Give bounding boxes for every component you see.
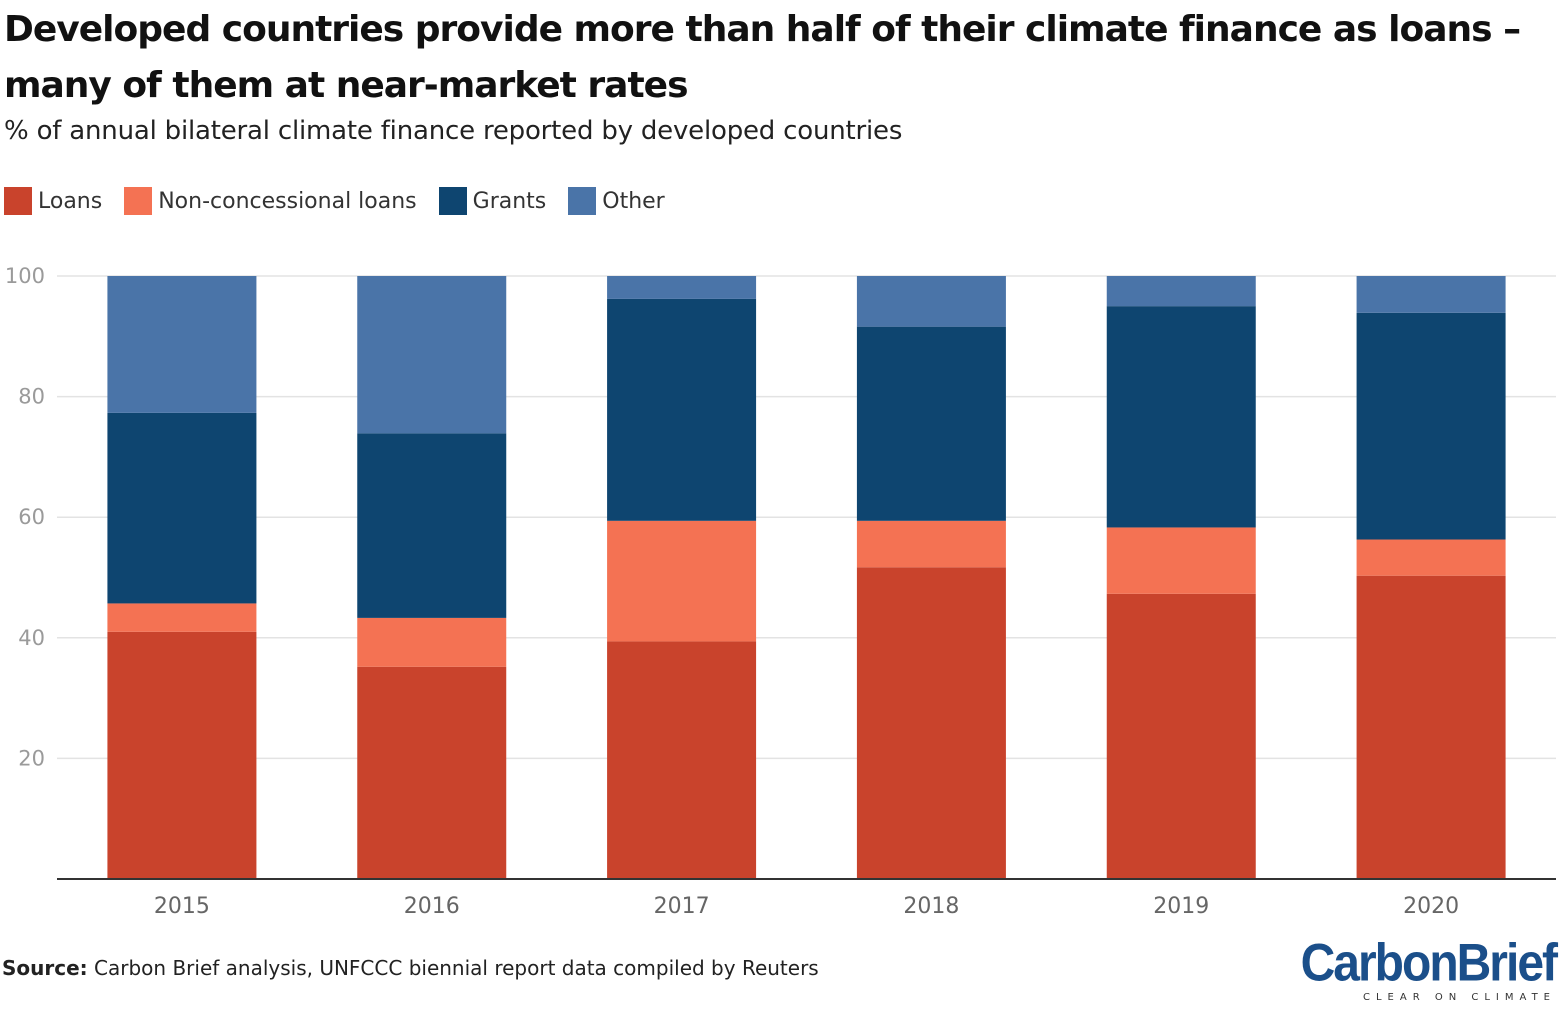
logo-wordmark: CarbonBrief (1300, 934, 1558, 993)
bar-2015-other (107, 276, 257, 413)
legend-item-non-concessional-loans: Non-concessional loans (124, 187, 417, 215)
bar-2017-grants (607, 298, 757, 521)
bar-2019-grants (1106, 306, 1256, 528)
bar-2016-other (357, 276, 507, 434)
bar-2016-loans (357, 666, 507, 879)
bar-2020-non-concessional-loans (1356, 539, 1506, 576)
legend-swatch-non-concessional-loans (124, 187, 153, 215)
logo-tagline: CLEAR ON CLIMATE (1363, 992, 1556, 1003)
stacked-bar-chart: 20 40 60 80 100 2015 2016 2017 2018 2019 2020 (5, 264, 1556, 919)
bar-2020-other (1356, 276, 1506, 313)
bar-2017-loans (607, 641, 757, 879)
bar-2018-grants (856, 326, 1006, 521)
x-tick-label-2015: 2015 (154, 894, 210, 919)
source-text: Carbon Brief analysis, UNFCCC biennial r… (87, 956, 819, 980)
bar-2017-non-concessional-loans (607, 520, 757, 642)
legend-item-loans: Loans (4, 187, 102, 215)
source-label: Source: (2, 956, 88, 980)
x-tick-label-2016: 2016 (404, 894, 460, 919)
bar-2017-other (607, 276, 757, 299)
y-tick-label-60: 60 (18, 505, 45, 529)
source-note: Source: Carbon Brief analysis, UNFCCC bi… (2, 956, 819, 980)
legend-swatch-loans (4, 187, 32, 215)
legend-item-other: Other (568, 187, 665, 215)
chart-title: Developed countries provide more than ha… (4, 9, 1521, 106)
y-tick-label-80: 80 (18, 385, 45, 409)
y-tick-label-100: 100 (5, 264, 45, 288)
bar-2020-loans (1356, 575, 1506, 879)
bar-2015-loans (107, 631, 257, 879)
bar-2018-loans (856, 567, 1006, 879)
bar-2018-other (856, 276, 1006, 327)
x-tick-label-2017: 2017 (654, 894, 710, 919)
bar-2018-non-concessional-loans (856, 520, 1006, 568)
bar-2016-grants (357, 433, 507, 618)
x-tick-label-2020: 2020 (1403, 894, 1459, 919)
y-tick-label-20: 20 (18, 746, 45, 770)
chart-subtitle: % of annual bilateral climate finance re… (4, 116, 903, 146)
bar-2015-non-concessional-loans (107, 603, 257, 632)
bar-2020-grants (1356, 312, 1506, 540)
bar-2015-grants (107, 412, 257, 604)
bar-2019-other (1106, 276, 1256, 307)
legend-label-non-concessional-loans: Non-concessional loans (158, 188, 417, 214)
legend-label-grants: Grants (472, 188, 547, 214)
bar-2019-loans (1106, 593, 1256, 879)
bar-2016-non-concessional-loans (357, 617, 507, 667)
y-tick-label-40: 40 (18, 626, 45, 650)
x-tick-label-2019: 2019 (1153, 894, 1209, 919)
bar-2019-non-concessional-loans (1106, 527, 1256, 594)
legend-label-other: Other (602, 188, 665, 214)
legend-swatch-grants (438, 187, 467, 215)
legend-swatch-other (568, 187, 597, 215)
legend-label-loans: Loans (38, 188, 103, 214)
legend-item-grants: Grants (438, 187, 547, 215)
x-tick-label-2018: 2018 (903, 894, 959, 919)
carbonbrief-logo: CarbonBrief CLEAR ON CLIMATE (1300, 934, 1558, 1003)
legend: Loans Non-concessional loans Grants Othe… (4, 187, 687, 215)
